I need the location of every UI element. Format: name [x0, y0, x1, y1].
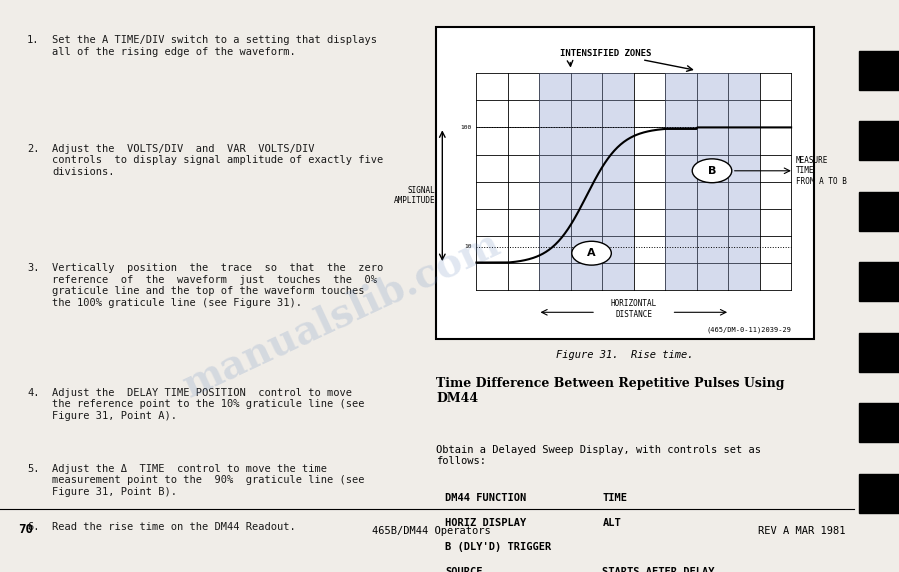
- Text: REV A MAR 1981: REV A MAR 1981: [758, 526, 845, 535]
- Text: MEASURE
TIME
FROM A TO B: MEASURE TIME FROM A TO B: [796, 156, 847, 186]
- Text: 4.: 4.: [27, 388, 40, 398]
- Text: DM44 FUNCTION: DM44 FUNCTION: [445, 494, 526, 503]
- Text: A: A: [587, 248, 596, 258]
- Text: HORIZ DISPLAY: HORIZ DISPLAY: [445, 518, 526, 528]
- Bar: [539, 73, 634, 290]
- Text: 1.: 1.: [27, 35, 40, 45]
- Bar: [859, 474, 899, 513]
- Text: 465B/DM44 Operators: 465B/DM44 Operators: [372, 526, 491, 535]
- Bar: [436, 27, 814, 339]
- Text: Adjust the  VOLTS/DIV  and  VAR  VOLTS/DIV
controls  to display signal amplitude: Adjust the VOLTS/DIV and VAR VOLTS/DIV c…: [52, 144, 383, 177]
- Text: Set the A TIME/DIV switch to a setting that displays
all of the rising edge of t: Set the A TIME/DIV switch to a setting t…: [52, 35, 378, 57]
- Circle shape: [572, 241, 611, 265]
- Text: ALT: ALT: [602, 518, 621, 528]
- Text: B (DLY'D) TRIGGER: B (DLY'D) TRIGGER: [445, 542, 551, 552]
- Text: HORIZONTAL
DISTANCE: HORIZONTAL DISTANCE: [610, 299, 657, 319]
- Text: 10: 10: [465, 244, 472, 249]
- Bar: [859, 403, 899, 442]
- Text: Figure 31.  Rise time.: Figure 31. Rise time.: [556, 349, 693, 360]
- Text: Obtain a Delayed Sweep Display, with controls set as
follows:: Obtain a Delayed Sweep Display, with con…: [436, 444, 761, 466]
- Bar: [665, 73, 760, 290]
- Text: B: B: [708, 166, 717, 176]
- Text: 2.: 2.: [27, 144, 40, 154]
- Text: 5.: 5.: [27, 463, 40, 474]
- Text: manualslib.com: manualslib.com: [177, 224, 506, 405]
- Text: Vertically  position  the  trace  so  that  the  zero
reference  of  the  wavefo: Vertically position the trace so that th…: [52, 263, 383, 308]
- Text: SIGNAL
AMPLITUDE: SIGNAL AMPLITUDE: [394, 186, 435, 205]
- Bar: [859, 121, 899, 161]
- Text: STARTS AFTER DELAY: STARTS AFTER DELAY: [602, 567, 715, 572]
- Text: 3.: 3.: [27, 263, 40, 273]
- Bar: [859, 51, 899, 90]
- Text: 100: 100: [460, 125, 472, 130]
- Text: Adjust the  DELAY TIME POSITION  control to move
the reference point to the 10% : Adjust the DELAY TIME POSITION control t…: [52, 388, 365, 421]
- Text: Read the rise time on the DM44 Readout.: Read the rise time on the DM44 Readout.: [52, 522, 296, 531]
- Circle shape: [692, 159, 732, 182]
- Text: SOURCE: SOURCE: [445, 567, 483, 572]
- Text: (465/DM-0-11)2039-29: (465/DM-0-11)2039-29: [706, 327, 791, 333]
- Text: TIME: TIME: [602, 494, 628, 503]
- Bar: [859, 333, 899, 372]
- Bar: [859, 263, 899, 301]
- Text: Adjust the Δ  TIME  control to move the time
measurement point to the  90%  grat: Adjust the Δ TIME control to move the ti…: [52, 463, 365, 496]
- Bar: [859, 192, 899, 231]
- Text: 6.: 6.: [27, 522, 40, 531]
- Text: Time Difference Between Repetitive Pulses Using
DM44: Time Difference Between Repetitive Pulse…: [436, 377, 785, 405]
- Text: 70: 70: [18, 523, 33, 535]
- Text: INTENSIFIED ZONES: INTENSIFIED ZONES: [560, 49, 652, 58]
